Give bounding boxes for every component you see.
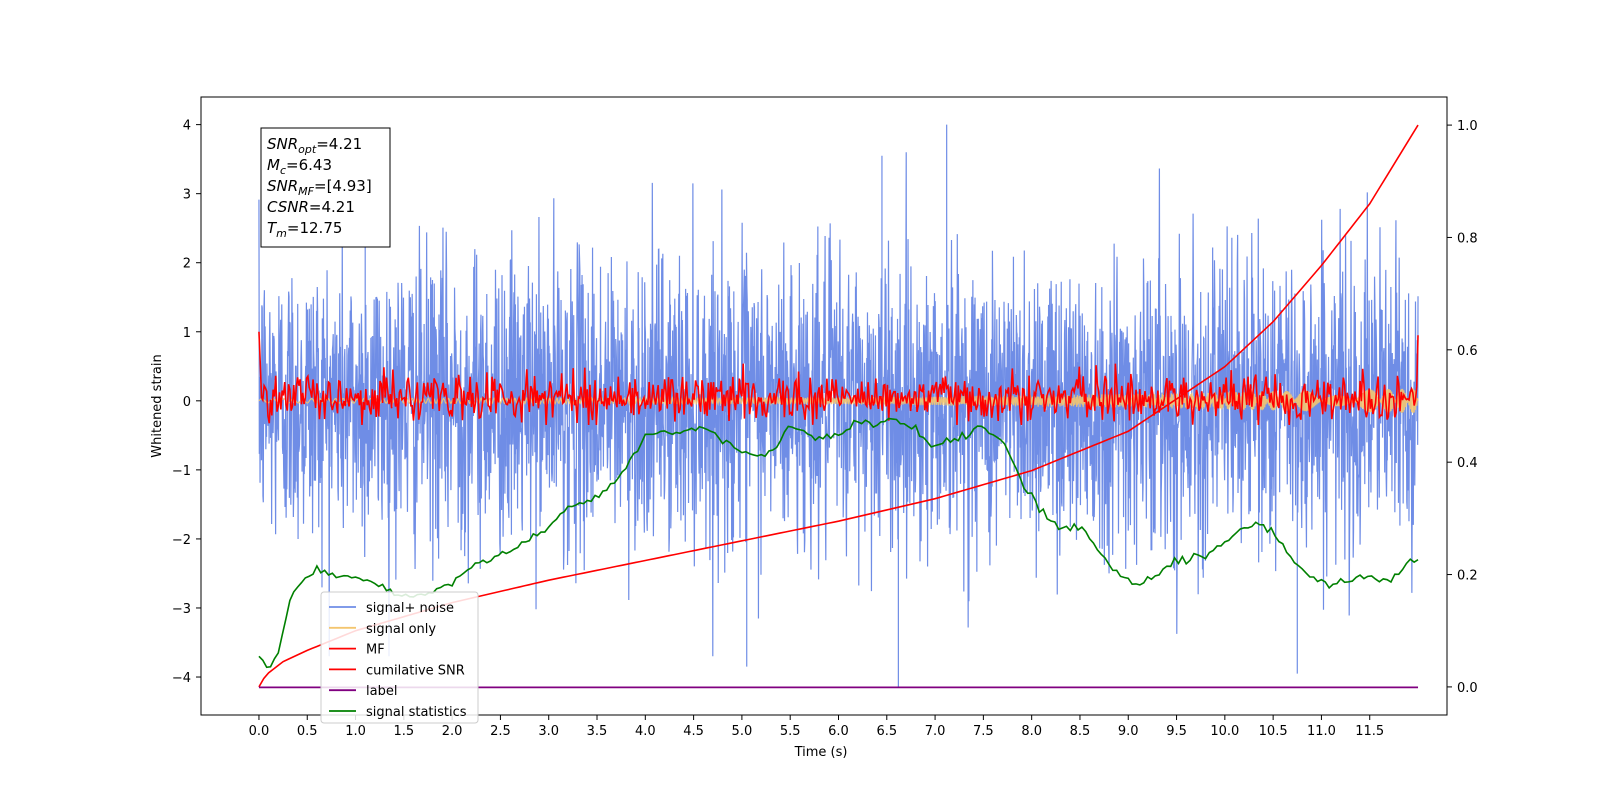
x-tick-label: 11.5 xyxy=(1355,724,1384,739)
x-tick-label: 4.5 xyxy=(683,724,704,739)
x-tick-label: 2.0 xyxy=(442,724,463,739)
x-tick-label: 4.0 xyxy=(635,724,656,739)
x-tick-label: 3.0 xyxy=(538,724,559,739)
x-tick-label: 5.5 xyxy=(780,724,801,739)
y-axis-label: Whitened strain xyxy=(150,354,165,457)
x-tick-label: 0.5 xyxy=(297,724,318,739)
x-tick-label: 5.0 xyxy=(732,724,753,739)
y2-tick-label: 0.0 xyxy=(1457,681,1478,696)
y-tick-label: 4 xyxy=(183,119,191,134)
y-tick-label: 3 xyxy=(183,188,191,203)
x-tick-label: 2.5 xyxy=(490,724,511,739)
legend-label: cumilative SNR xyxy=(366,663,465,678)
series-signal-statistics xyxy=(258,417,1419,669)
legend-label: signal only xyxy=(366,622,436,637)
plot-frame xyxy=(200,96,1448,716)
x-tick-label: 1.5 xyxy=(393,724,414,739)
stat-tm: Tm=12.75 xyxy=(267,219,342,240)
x-tick-label: 8.5 xyxy=(1070,724,1091,739)
x-tick-label: 3.5 xyxy=(587,724,608,739)
stats-box-frame xyxy=(260,127,391,248)
x-tick-label: 7.5 xyxy=(973,724,994,739)
y-tick-label: −4 xyxy=(172,671,191,686)
y-tick-label: −1 xyxy=(172,464,191,479)
x-tick-label: 10.0 xyxy=(1210,724,1239,739)
stat-snr-opt: SNRopt=4.21 xyxy=(267,135,362,156)
series-signal-noise xyxy=(258,124,1419,688)
y2-tick-label: 0.8 xyxy=(1457,231,1478,246)
x-tick-label: 6.0 xyxy=(828,724,849,739)
y2-tick-label: 0.6 xyxy=(1457,344,1478,359)
stat-snr-mf: SNRMF=[4.93] xyxy=(267,177,372,198)
x-tick-label: 11.0 xyxy=(1307,724,1336,739)
x-tick-label: 1.0 xyxy=(345,724,366,739)
stat-csnr: CSNR=4.21 xyxy=(267,198,355,216)
x-tick-label: 9.5 xyxy=(1166,724,1187,739)
y-tick-label: −3 xyxy=(172,602,191,617)
legend-label: signal statistics xyxy=(366,705,467,720)
x-tick-label: 10.5 xyxy=(1259,724,1288,739)
y2-tick-label: 0.2 xyxy=(1457,569,1478,584)
y-tick-label: 0 xyxy=(183,395,191,410)
x-tick-label: 7.0 xyxy=(925,724,946,739)
x-tick-label: 8.0 xyxy=(1021,724,1042,739)
legend-label: MF xyxy=(366,643,385,658)
legend-label: label xyxy=(366,684,397,699)
x-axis-label: Time (s) xyxy=(794,745,848,760)
x-tick-label: 0.0 xyxy=(249,724,270,739)
stats-box: SNRopt=4.21 Mc=6.43 SNRMF=[4.93] CSNR=4.… xyxy=(260,127,391,248)
legend-frame xyxy=(320,591,479,724)
stat-mc: Mc=6.43 xyxy=(267,156,332,177)
legend: signal+ noise signal only MF cumilative SNR… xyxy=(320,591,479,724)
series-mf xyxy=(258,331,1419,426)
y2-tick-label: 1.0 xyxy=(1457,119,1478,134)
y-tick-label: −2 xyxy=(172,533,191,548)
x-tick-label: 6.5 xyxy=(876,724,897,739)
y2-tick-label: 0.4 xyxy=(1457,456,1478,471)
y-tick-label: 2 xyxy=(183,257,191,272)
y-tick-label: 1 xyxy=(183,326,191,341)
legend-label: signal+ noise xyxy=(366,601,454,616)
x-tick-label: 9.0 xyxy=(1118,724,1139,739)
